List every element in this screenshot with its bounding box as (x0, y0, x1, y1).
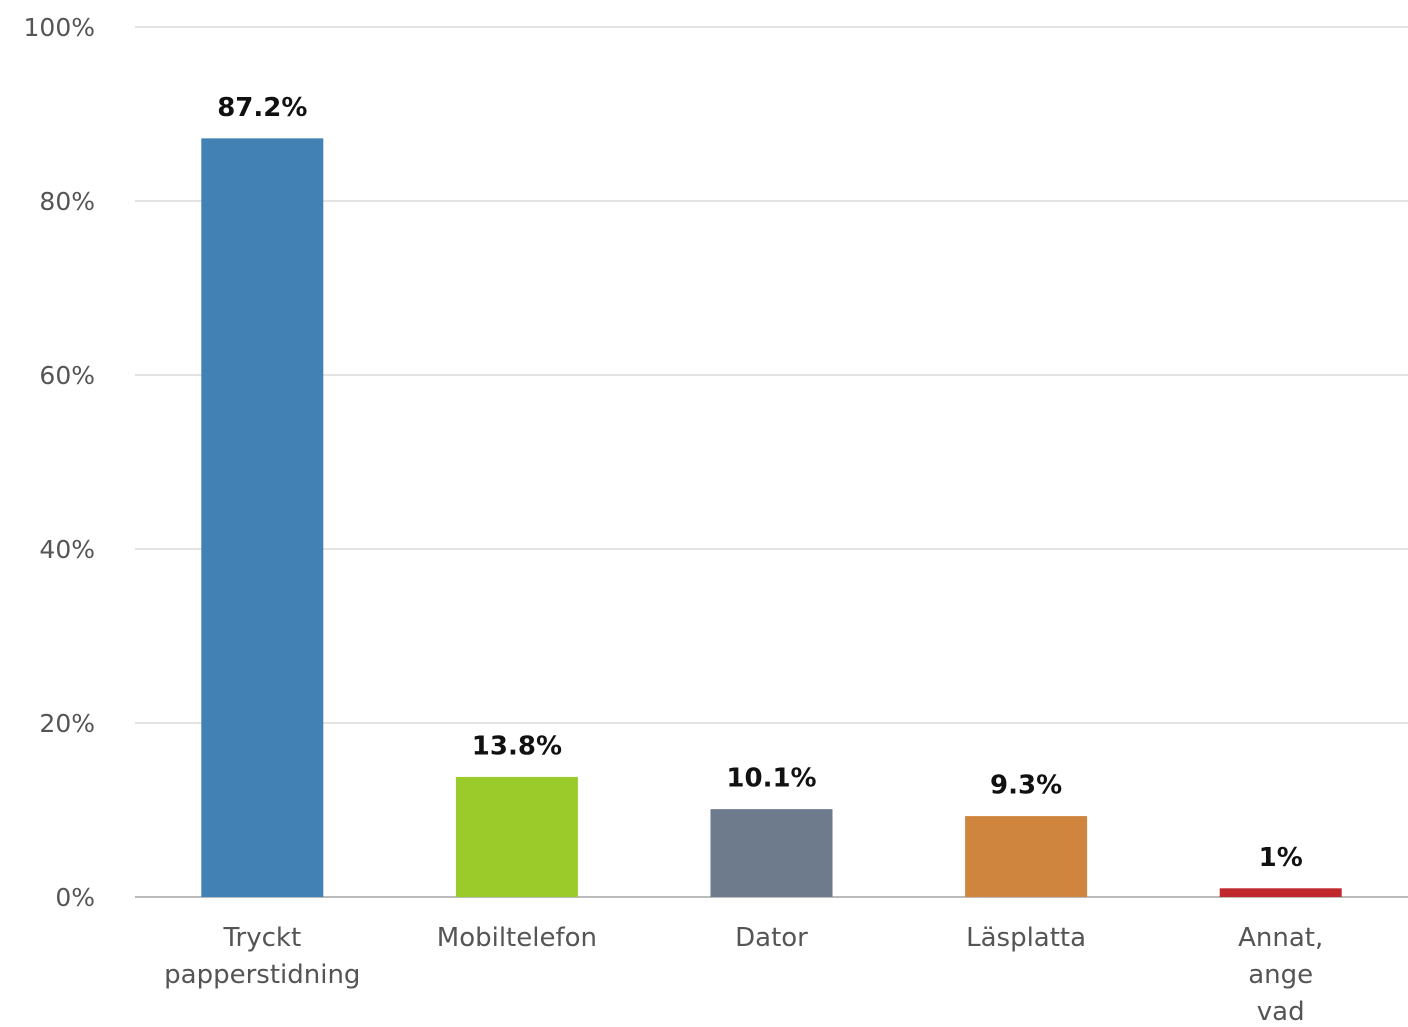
x-tick-label: Annat, ange vad (1238, 923, 1324, 1027)
y-tick-label: 40% (39, 535, 95, 564)
x-tick-label: Mobiltelefon (436, 923, 598, 953)
bar (1219, 888, 1342, 897)
value-label: 1% (1259, 843, 1303, 873)
x-tick-label: Tryckt papperstidning (164, 923, 361, 990)
y-tick-label: 60% (39, 361, 95, 390)
y-tick-label: 0% (55, 883, 95, 912)
x-tick-label: Dator (735, 923, 808, 953)
bar (201, 138, 324, 898)
bar (455, 776, 578, 897)
bar (710, 809, 833, 897)
value-label: 9.3% (990, 771, 1062, 801)
y-tick-label: 80% (39, 187, 95, 216)
x-tick-label: Läsplatta (966, 923, 1087, 953)
value-label: 87.2% (217, 93, 307, 123)
y-tick-label: 100% (24, 13, 95, 42)
y-tick-label: 20% (39, 709, 95, 738)
value-label: 10.1% (726, 764, 816, 794)
value-label: 13.8% (472, 731, 562, 761)
bar (965, 816, 1088, 897)
